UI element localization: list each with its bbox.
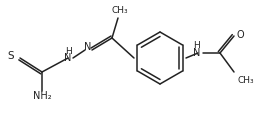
Text: H: H xyxy=(65,46,71,55)
Text: N: N xyxy=(64,53,72,63)
Text: O: O xyxy=(236,30,244,40)
Text: N: N xyxy=(84,42,92,52)
Text: H: H xyxy=(194,42,200,51)
Text: N: N xyxy=(193,48,201,58)
Text: CH₃: CH₃ xyxy=(238,76,255,85)
Text: NH₂: NH₂ xyxy=(33,91,51,101)
Text: CH₃: CH₃ xyxy=(112,6,128,15)
Text: S: S xyxy=(7,51,14,61)
